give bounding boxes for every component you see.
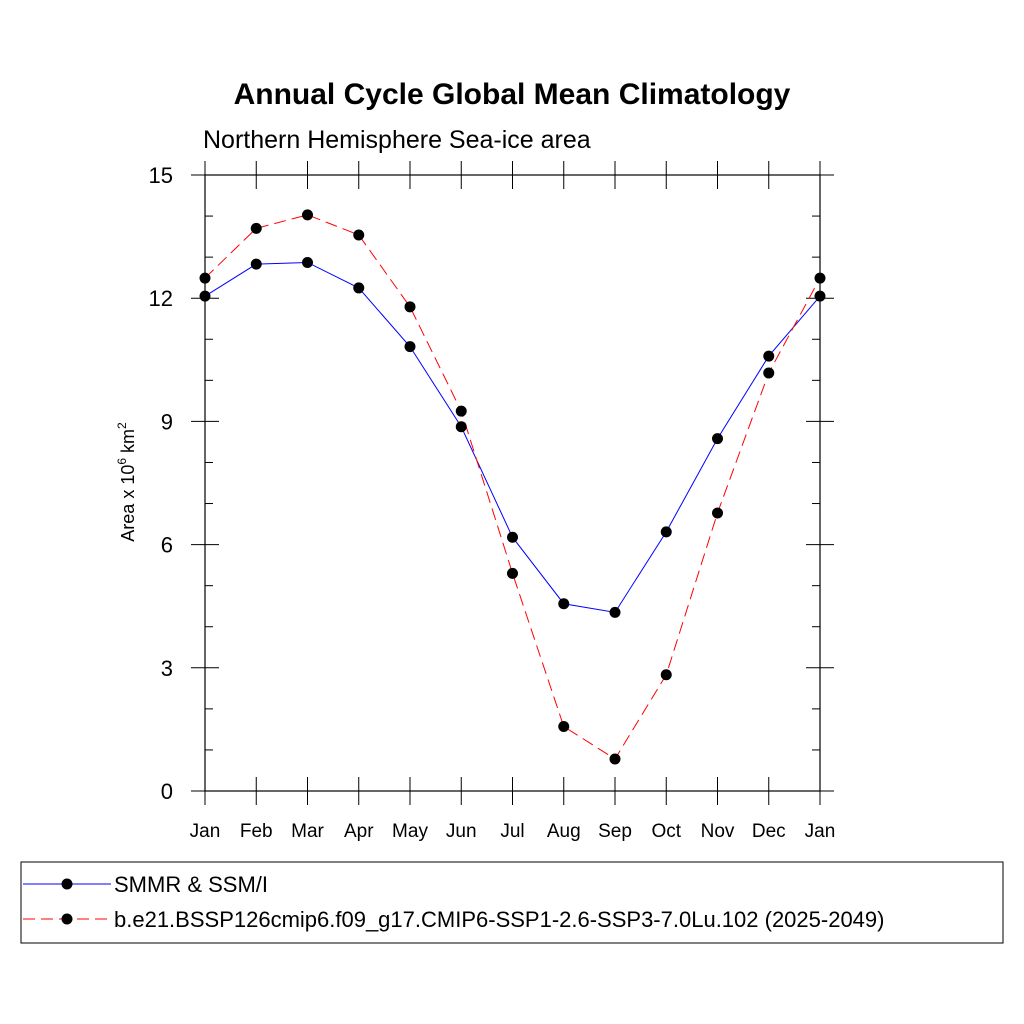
series-line-1	[204, 261, 821, 613]
chart-title: Annual Cycle Global Mean Climatology	[234, 78, 791, 111]
legend: SMMR & SSM/I b.e21.BSSP126cmip6.f09_g17.C…	[20, 861, 1004, 944]
legend-marker-2	[61, 913, 73, 925]
y-axis-label-unit-exponent: 2	[115, 422, 129, 429]
y-axis-label-exponent: 6	[115, 458, 129, 465]
y-tick-label: 6	[161, 533, 173, 558]
x-tick-label: Apr	[344, 821, 374, 842]
y-axis-label: Area x 106 km2	[115, 422, 138, 542]
tick-labels: 0 3 6 9 12 15 Jan Feb Mar Apr May Jun Jul Aug Sep Oct No…	[149, 163, 836, 842]
legend-marker-1	[61, 878, 73, 890]
data-points	[199, 209, 826, 765]
series-2-point	[455, 405, 467, 417]
series-2-point	[302, 209, 313, 221]
series-1-point	[660, 526, 672, 538]
series-1-point	[250, 258, 262, 270]
series-1-point	[558, 598, 570, 610]
series-line-2	[204, 214, 821, 760]
series-2-point	[507, 567, 518, 579]
series-2-point	[660, 669, 672, 681]
x-tick-label: Aug	[547, 821, 581, 842]
x-tick-label: Mar	[291, 821, 324, 842]
series-1-point	[302, 256, 313, 268]
x-tick-label: Jun	[446, 821, 477, 842]
legend-entries: SMMR & SSM/I b.e21.BSSP126cmip6.f09_g17.C…	[23, 872, 884, 932]
series-lines	[204, 214, 821, 760]
series-2-point	[558, 721, 570, 733]
series-1-point	[763, 350, 775, 362]
series-1-point	[507, 531, 518, 543]
x-tick-label: Feb	[240, 821, 273, 842]
series-2-point	[609, 753, 621, 765]
y-tick-label: 15	[149, 163, 173, 188]
series-1-point	[712, 433, 723, 445]
y-axis-label-prefix: Area x 10	[118, 465, 138, 542]
x-tick-label: Dec	[752, 821, 786, 842]
series-1-point	[353, 282, 365, 294]
chart-subtitle: Northern Hemisphere Sea-ice area	[203, 126, 591, 154]
legend-box	[20, 861, 1004, 944]
series-1-point	[609, 606, 621, 618]
y-tick-label: 3	[161, 656, 173, 681]
series-2-point	[712, 507, 723, 519]
y-tick-label: 0	[161, 779, 173, 804]
x-tick-label: Jan	[805, 821, 836, 842]
x-tick-label: Jan	[190, 821, 221, 842]
legend-label-1: SMMR & SSM/I	[114, 872, 268, 897]
x-tick-label: Oct	[651, 821, 681, 842]
legend-label-2: b.e21.BSSP126cmip6.f09_g17.CMIP6-SSP1-2.…	[114, 907, 884, 932]
plot-frame	[204, 174, 821, 792]
x-tick-label: Nov	[701, 821, 735, 842]
x-tick-label: May	[392, 821, 428, 842]
axis-ticks	[191, 161, 834, 805]
y-axis-label-unit: km	[118, 429, 138, 458]
y-tick-label: 12	[149, 286, 173, 311]
x-tick-label: Sep	[598, 821, 632, 842]
series-1-point	[404, 341, 416, 353]
series-2-point	[250, 222, 262, 234]
series-2-point	[763, 367, 775, 379]
y-tick-label: 9	[161, 409, 173, 434]
series-2-point	[353, 229, 365, 241]
series-2-point	[404, 301, 416, 313]
x-tick-label: Jul	[500, 821, 524, 842]
series-1-point	[455, 421, 467, 433]
